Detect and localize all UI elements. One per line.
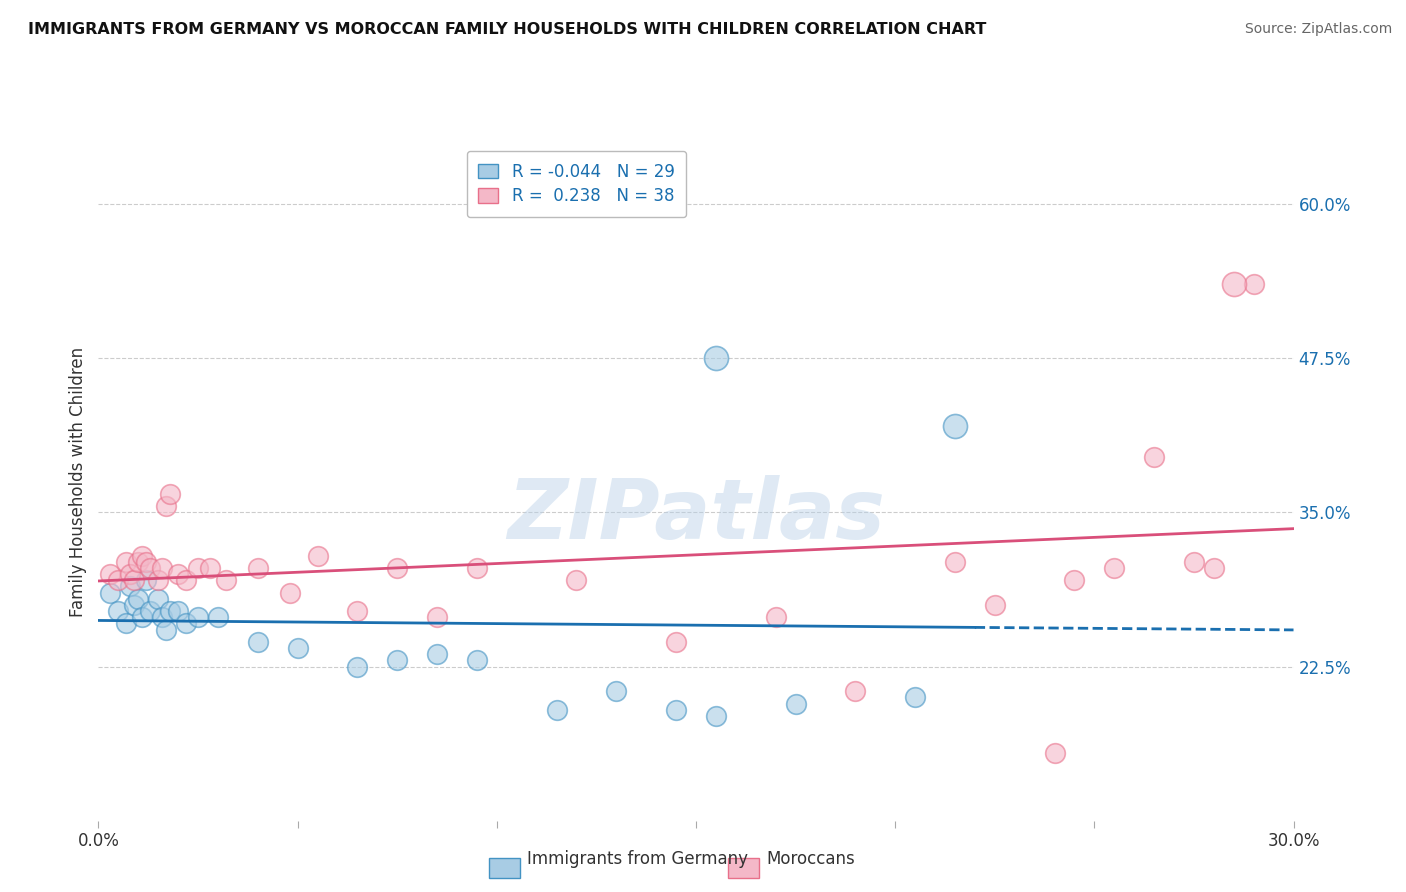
Point — [167, 567, 190, 582]
Point — [1222, 277, 1246, 292]
Point — [135, 574, 157, 588]
Point — [346, 659, 368, 673]
Text: Moroccans: Moroccans — [766, 850, 855, 868]
Point — [426, 610, 449, 624]
Point — [187, 610, 209, 624]
Point — [120, 579, 142, 593]
Point — [1143, 450, 1166, 464]
Point — [148, 574, 170, 588]
Point — [139, 561, 162, 575]
Point — [150, 561, 173, 575]
Point — [1043, 746, 1066, 760]
Point — [385, 561, 409, 575]
Point — [665, 635, 688, 649]
Point — [107, 604, 129, 618]
Point — [1102, 561, 1125, 575]
Point — [904, 690, 927, 705]
Point — [765, 610, 787, 624]
Point — [135, 555, 157, 569]
Point — [307, 549, 329, 563]
Point — [115, 555, 138, 569]
Point — [1243, 277, 1265, 292]
Point — [385, 653, 409, 667]
Point — [174, 574, 197, 588]
Point — [278, 585, 301, 599]
Point — [115, 616, 138, 631]
Text: Source: ZipAtlas.com: Source: ZipAtlas.com — [1244, 22, 1392, 37]
Text: Immigrants from Germany: Immigrants from Germany — [527, 850, 748, 868]
Point — [943, 555, 966, 569]
Point — [844, 684, 866, 698]
Point — [155, 623, 177, 637]
Point — [565, 574, 588, 588]
Y-axis label: Family Households with Children: Family Households with Children — [69, 347, 87, 616]
Point — [150, 610, 173, 624]
Point — [127, 591, 149, 606]
Point — [426, 647, 449, 661]
Point — [139, 604, 162, 618]
Point — [1063, 574, 1085, 588]
Point — [107, 574, 129, 588]
Point — [215, 574, 238, 588]
Point — [198, 561, 221, 575]
Point — [984, 598, 1007, 612]
Point — [100, 567, 122, 582]
Point — [131, 610, 153, 624]
Point — [100, 585, 122, 599]
Point — [465, 653, 488, 667]
Point — [1182, 555, 1205, 569]
Point — [605, 684, 627, 698]
Point — [665, 703, 688, 717]
Point — [187, 561, 209, 575]
Point — [785, 697, 807, 711]
Text: ZIPatlas: ZIPatlas — [508, 475, 884, 556]
Point — [167, 604, 190, 618]
Point — [174, 616, 197, 631]
Point — [127, 555, 149, 569]
Point — [155, 500, 177, 514]
Legend: R = -0.044   N = 29, R =  0.238   N = 38: R = -0.044 N = 29, R = 0.238 N = 38 — [467, 151, 686, 217]
Point — [246, 561, 269, 575]
Point — [546, 703, 568, 717]
Point — [704, 351, 727, 366]
Point — [465, 561, 488, 575]
Point — [131, 549, 153, 563]
Point — [207, 610, 229, 624]
Point — [1202, 561, 1225, 575]
Point — [246, 635, 269, 649]
Point — [120, 567, 142, 582]
Point — [124, 574, 146, 588]
Point — [124, 598, 146, 612]
Point — [159, 487, 181, 501]
Point — [943, 419, 966, 434]
Point — [346, 604, 368, 618]
Text: IMMIGRANTS FROM GERMANY VS MOROCCAN FAMILY HOUSEHOLDS WITH CHILDREN CORRELATION : IMMIGRANTS FROM GERMANY VS MOROCCAN FAMI… — [28, 22, 987, 37]
Point — [159, 604, 181, 618]
Point — [287, 641, 309, 656]
Point — [148, 591, 170, 606]
Point — [704, 709, 727, 723]
